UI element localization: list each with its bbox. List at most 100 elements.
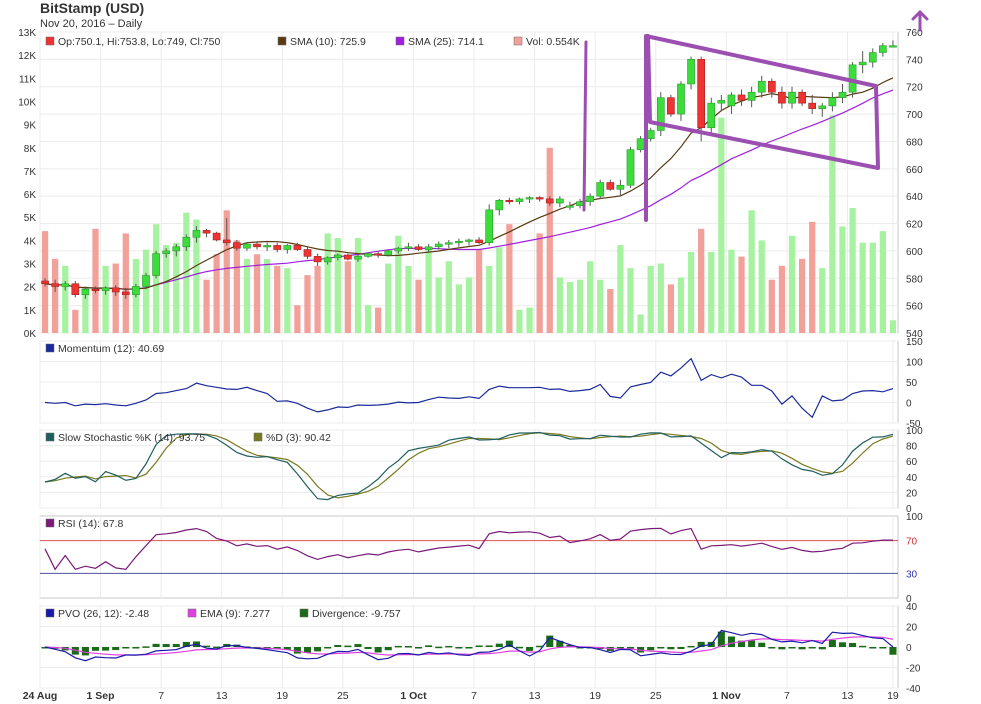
- divergence-bar: [122, 647, 130, 649]
- divergence-bar: [162, 644, 170, 647]
- x-tick-label: 13: [842, 690, 854, 702]
- divergence-bar: [41, 647, 49, 649]
- divergence-bar: [435, 646, 443, 649]
- volume-bar: [344, 261, 351, 333]
- candle-body: [778, 91, 786, 104]
- candle-body: [273, 245, 282, 250]
- candle-body: [646, 130, 655, 140]
- x-tick-label: 25: [337, 690, 349, 702]
- volume-tick-label: 4K: [24, 236, 37, 247]
- divergence-bar: [334, 644, 342, 647]
- price-tick-label: 720: [906, 83, 923, 94]
- divergence-bar: [324, 647, 332, 649]
- divergence-bar: [485, 645, 493, 647]
- candle-body: [51, 283, 59, 287]
- volume-bar: [405, 265, 412, 333]
- volume-bar: [526, 307, 533, 333]
- momentum-tick-label: 50: [906, 378, 918, 389]
- divergence-bar: [293, 647, 301, 654]
- divergence-bar: [808, 647, 816, 649]
- candle-body: [243, 243, 251, 249]
- pennant-annotation: [644, 34, 880, 222]
- divergence-bar: [556, 640, 564, 647]
- panel-frame-stochastic: [39, 429, 899, 509]
- candle-body: [222, 239, 231, 244]
- candle-body: [202, 230, 211, 234]
- divergence-bar: [364, 647, 372, 649]
- divergence-bar: [526, 647, 534, 651]
- volume-bar: [849, 207, 856, 333]
- candle-body: [152, 253, 160, 276]
- candle-body: [566, 205, 574, 208]
- price-tick-label: 660: [906, 165, 923, 176]
- divergence-bar: [687, 645, 695, 648]
- legend-swatch: [45, 608, 55, 618]
- divergence-bar: [172, 644, 180, 647]
- stoch-tick-label: 60: [906, 457, 918, 468]
- x-tick-label: 24 Aug: [23, 690, 58, 702]
- rsi-legend-label: RSI (14): 67.8: [58, 518, 124, 530]
- volume-bar: [748, 210, 755, 333]
- stoch-k-line: [44, 431, 894, 501]
- divergence-bar: [203, 645, 211, 648]
- volume-bar: [687, 251, 695, 333]
- legend-swatch: [45, 36, 55, 46]
- candle-body: [121, 291, 130, 295]
- volume-bar: [294, 305, 301, 333]
- divergence-bar: [303, 647, 312, 653]
- divergence-bar: [849, 642, 857, 647]
- divergence-bar: [314, 647, 322, 652]
- volume-bar: [566, 282, 574, 333]
- candle-body: [687, 59, 695, 85]
- volume-tick-label: 9K: [24, 121, 37, 132]
- candle-body: [525, 197, 534, 200]
- momentum-tick-label: 100: [906, 358, 923, 369]
- divergence-bar: [778, 647, 786, 650]
- candle-body: [495, 199, 504, 211]
- price-tick-label: 540: [906, 329, 923, 340]
- candle-body: [889, 45, 897, 48]
- volume-bar: [627, 268, 634, 333]
- volume-bar: [839, 226, 846, 333]
- divergence-bar: [384, 647, 392, 651]
- volume-bar: [284, 268, 291, 333]
- candle-body: [394, 247, 403, 252]
- candle-body: [192, 230, 201, 238]
- rsi-tick-label: 30: [906, 569, 918, 580]
- legend-swatch: [45, 518, 55, 528]
- divergence-bar: [394, 645, 402, 648]
- price-tick-label: 760: [906, 28, 923, 39]
- volume-bar: [112, 263, 119, 333]
- divergence-bar: [475, 645, 483, 647]
- candle-body: [858, 61, 867, 66]
- volume-bar: [738, 256, 745, 333]
- volume-bar: [82, 286, 89, 333]
- volume-tick-label: 8K: [24, 144, 37, 155]
- divergence-bar: [869, 647, 877, 649]
- divergence-bar: [616, 647, 624, 649]
- candle-body: [344, 254, 352, 260]
- volume-tick-label: 11K: [19, 74, 36, 85]
- pvo-tick-label: -20: [906, 664, 921, 675]
- volume-tick-label: 6K: [24, 190, 37, 201]
- price-tick-label: 580: [906, 274, 923, 285]
- volume-tick-label: 12K: [18, 51, 36, 62]
- volume-bar: [72, 309, 79, 333]
- stochastic-legend-label: %D (3): 90.42: [266, 432, 331, 444]
- pvo-legend-label: PVO (26, 12): -2.48: [58, 608, 149, 620]
- volume-bar: [698, 228, 705, 333]
- candle-body: [111, 287, 120, 293]
- volume-bar: [758, 240, 765, 333]
- divergence-bar: [152, 643, 160, 647]
- momentum-line: [44, 357, 894, 419]
- volume-bar: [516, 309, 523, 333]
- divergence-bar: [818, 647, 826, 650]
- volume-bar: [314, 265, 321, 333]
- candle-body: [667, 97, 675, 115]
- divergence-bar: [727, 636, 735, 647]
- price-tick-label: 700: [906, 110, 923, 121]
- candle-body: [505, 199, 514, 203]
- candle-body: [182, 236, 191, 248]
- candle-body: [656, 97, 665, 131]
